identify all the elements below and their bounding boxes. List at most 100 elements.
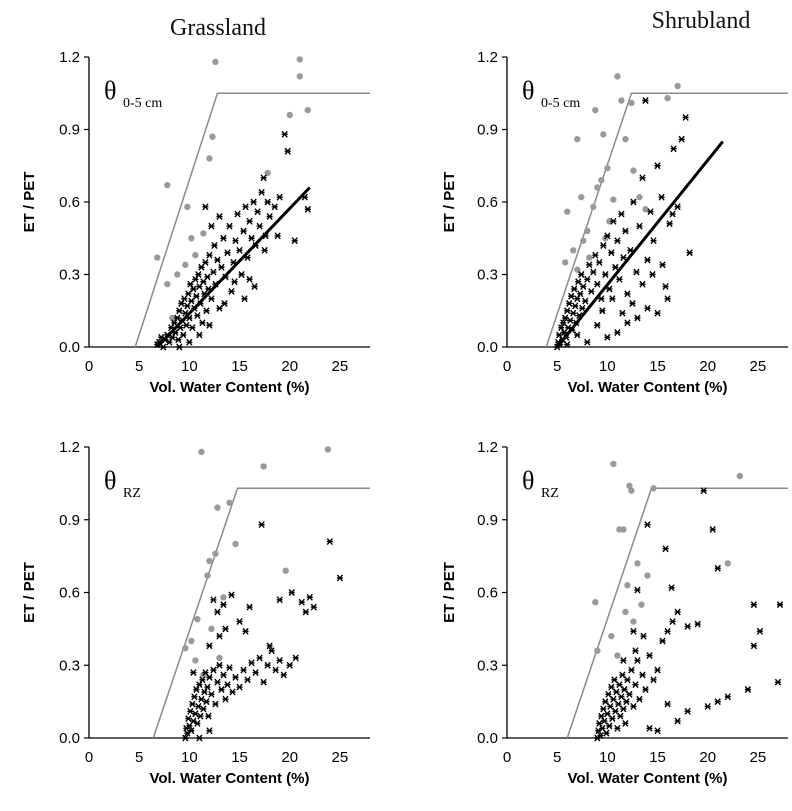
data-point-cross	[188, 297, 195, 305]
panel-label-symbol: θ	[104, 466, 116, 495]
data-point-cross	[610, 217, 617, 225]
data-point-cross	[614, 329, 621, 336]
x-tick-label: 5	[553, 749, 561, 766]
data-point-cross	[596, 258, 603, 266]
data-point-cross	[606, 722, 613, 730]
data-point-cross	[607, 703, 614, 710]
data-point-cross	[202, 203, 209, 211]
data-point-dot	[164, 181, 171, 189]
x-tick-label: 0	[85, 358, 93, 375]
y-tick-label: 0.0	[477, 339, 498, 356]
data-point-cross	[620, 254, 627, 262]
data-point-cross	[276, 193, 283, 201]
data-point-cross	[588, 287, 595, 295]
data-point-cross	[590, 268, 597, 276]
data-point-cross	[709, 525, 716, 533]
data-point-cross	[649, 271, 656, 278]
data-point-cross	[628, 666, 635, 674]
data-point-cross	[654, 309, 661, 317]
data-point-cross	[276, 656, 283, 664]
data-point-cross	[206, 673, 213, 681]
data-point-cross	[633, 268, 640, 276]
data-point-cross	[190, 669, 197, 676]
data-point-dot	[644, 572, 651, 579]
data-point-cross	[189, 700, 196, 708]
data-point-cross	[644, 304, 651, 312]
data-point-dot	[636, 193, 643, 201]
data-point-cross	[674, 608, 681, 616]
data-point-cross	[288, 589, 295, 596]
data-point-cross	[211, 242, 218, 249]
data-point-cross	[175, 336, 182, 344]
data-point-cross	[204, 683, 211, 691]
data-point-cross	[694, 620, 701, 628]
data-point-cross	[639, 280, 646, 288]
data-point-cross	[586, 261, 593, 269]
y-tick-label: 0.9	[477, 512, 498, 529]
y-tick-label: 0.6	[477, 194, 498, 211]
data-point-cross	[281, 130, 288, 138]
data-point-cross	[630, 198, 637, 206]
data-point-cross	[302, 608, 309, 616]
envelope-line	[152, 487, 370, 739]
x-tick-label: 10	[181, 358, 198, 375]
data-point-cross	[624, 290, 631, 298]
data-point-cross	[183, 321, 190, 329]
data-point-dot	[192, 657, 199, 664]
data-point-cross	[226, 664, 233, 672]
data-point-cross	[602, 698, 609, 706]
data-point-cross	[274, 232, 281, 240]
envelope-line	[566, 487, 788, 739]
data-point-dot	[724, 560, 731, 567]
data-point-cross	[662, 545, 669, 553]
data-point-dot	[614, 73, 621, 80]
data-point-cross	[612, 263, 619, 271]
data-point-cross	[250, 198, 257, 206]
data-point-cross	[604, 333, 611, 341]
data-point-cross	[222, 695, 229, 703]
data-point-cross	[564, 341, 571, 349]
data-point-cross	[611, 676, 618, 684]
data-point-dot	[209, 133, 216, 140]
data-point-cross	[246, 217, 253, 225]
data-point-dot	[630, 167, 637, 174]
data-point-dot	[630, 618, 637, 625]
data-point-cross	[584, 338, 591, 346]
data-point-cross	[260, 174, 267, 182]
data-point-dot	[296, 73, 303, 80]
data-point-dot	[622, 135, 629, 143]
data-point-cross	[185, 290, 192, 298]
data-point-dot	[664, 94, 671, 102]
y-tick-label: 0.3	[477, 657, 498, 674]
data-point-cross	[599, 307, 606, 315]
data-point-dot	[628, 487, 635, 494]
data-point-cross	[187, 280, 194, 288]
data-point-cross	[724, 693, 731, 701]
data-point-dot	[736, 472, 744, 480]
data-point-dot	[600, 131, 607, 138]
y-tick-label: 0.6	[59, 194, 80, 211]
y-tick-label: 0.0	[477, 730, 498, 747]
data-point-cross	[600, 242, 607, 249]
data-point-cross	[206, 642, 213, 650]
data-point-dot	[594, 647, 601, 654]
data-point-cross	[189, 324, 196, 332]
data-point-cross	[214, 608, 221, 616]
data-point-cross	[572, 302, 579, 310]
data-point-cross	[592, 251, 599, 259]
data-point-dot	[622, 608, 629, 616]
data-point-cross	[664, 295, 671, 303]
data-point-dot	[618, 97, 625, 104]
data-point-dot	[564, 208, 571, 215]
data-point-cross	[620, 705, 627, 713]
data-point-cross	[252, 669, 259, 676]
data-point-cross	[203, 698, 210, 706]
data-point-cross	[609, 295, 616, 303]
y-axis-label: ET / PET	[21, 562, 38, 623]
data-point-cross	[266, 213, 273, 220]
data-point-cross	[306, 593, 313, 601]
data-point-dot	[584, 227, 591, 235]
data-point-dot	[606, 218, 613, 225]
data-point-dot	[586, 254, 593, 261]
